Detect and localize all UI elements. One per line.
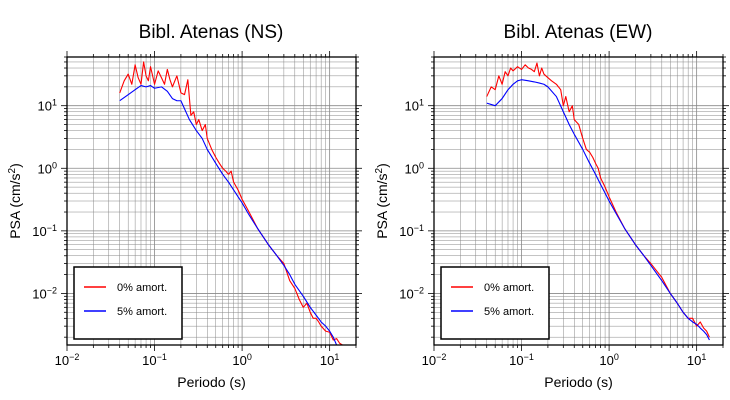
- legend-label-0pct: 0% amort.: [484, 282, 534, 294]
- y-tick-label: 100: [38, 160, 57, 176]
- x-axis-label: Periodo (s): [544, 374, 612, 390]
- x-tick-label: 10−2: [422, 352, 447, 368]
- x-tick-label: 101: [320, 352, 339, 368]
- x-axis-label: Periodo (s): [177, 374, 245, 390]
- y-tick-label: 10−1: [32, 223, 57, 239]
- chart-title: Bibl. Atenas (NS): [139, 22, 284, 43]
- legend: 0% amort. 5% amort.: [440, 266, 550, 340]
- x-tick-label: 100: [232, 352, 251, 368]
- plot-frame: [433, 56, 724, 346]
- y-tick-label: 100: [405, 160, 424, 176]
- y-tick-label: 101: [38, 98, 57, 114]
- y-axis-label: PSA (cm/s2): [7, 163, 23, 239]
- x-tick-label: 101: [687, 352, 706, 368]
- y-tick-label: 101: [405, 98, 424, 114]
- chart-title: Bibl. Atenas (EW): [504, 22, 653, 43]
- chart-panel-ew: 0% amort. 5% amort. 10−2 10−1 100 101 10−2 10−1…: [374, 22, 729, 390]
- x-tick-label: 10−2: [55, 352, 80, 368]
- y-tick-label: 10−1: [399, 223, 424, 239]
- series-line-5pct: [119, 84, 338, 345]
- legend-label-5pct: 5% amort.: [484, 306, 534, 318]
- legend-box: [440, 266, 550, 340]
- legend-box: [73, 266, 183, 340]
- chart-panel-ns: 0% amort. 5% amort. 10−2 10−1 100 101 10−2 10−1…: [7, 22, 362, 390]
- series-line-5pct: [486, 79, 710, 341]
- legend: 0% amort. 5% amort.: [73, 266, 183, 340]
- series-line-0pct: [119, 61, 343, 345]
- legend-label-0pct: 0% amort.: [117, 282, 167, 294]
- x-tick-label: 100: [599, 352, 618, 368]
- plot-frame: [66, 56, 357, 346]
- y-tick-label: 10−2: [32, 285, 57, 301]
- x-tick-label: 10−1: [509, 352, 534, 368]
- legend-label-5pct: 5% amort.: [117, 306, 167, 318]
- y-tick-label: 10−2: [399, 285, 424, 301]
- x-tick-label: 10−1: [142, 352, 167, 368]
- y-axis-label: PSA (cm/s2): [374, 163, 390, 239]
